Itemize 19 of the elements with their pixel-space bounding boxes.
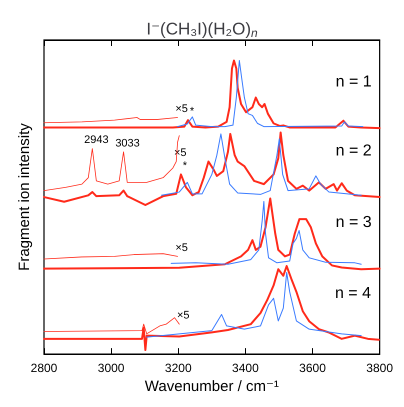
annotation: ×5 — [176, 310, 190, 322]
x-tick-label: 3800 — [366, 361, 394, 376]
x-tick-label: 3600 — [299, 361, 326, 376]
annotation: n = 1 — [336, 74, 372, 91]
x-tick-label: 3400 — [232, 361, 260, 376]
annotation: n = 3 — [336, 214, 372, 232]
annotation: ×5 — [175, 242, 188, 254]
annotation: ×5 — [175, 103, 188, 115]
x-tick-label: 2800 — [30, 361, 58, 376]
y-axis-title: Fragment ion intensity — [16, 122, 33, 271]
annotation: * — [190, 106, 195, 118]
annotation: 2943 — [84, 134, 109, 146]
annotation: * — [182, 160, 188, 172]
annotation: 3033 — [115, 137, 140, 150]
x-axis-title: Wavenumber / cm⁻¹ — [144, 378, 279, 395]
annotation: n = 2 — [336, 142, 372, 160]
x-tick-label: 3200 — [164, 361, 192, 376]
x-tick-label: 3000 — [98, 361, 125, 376]
annotation: n = 4 — [334, 285, 372, 302]
